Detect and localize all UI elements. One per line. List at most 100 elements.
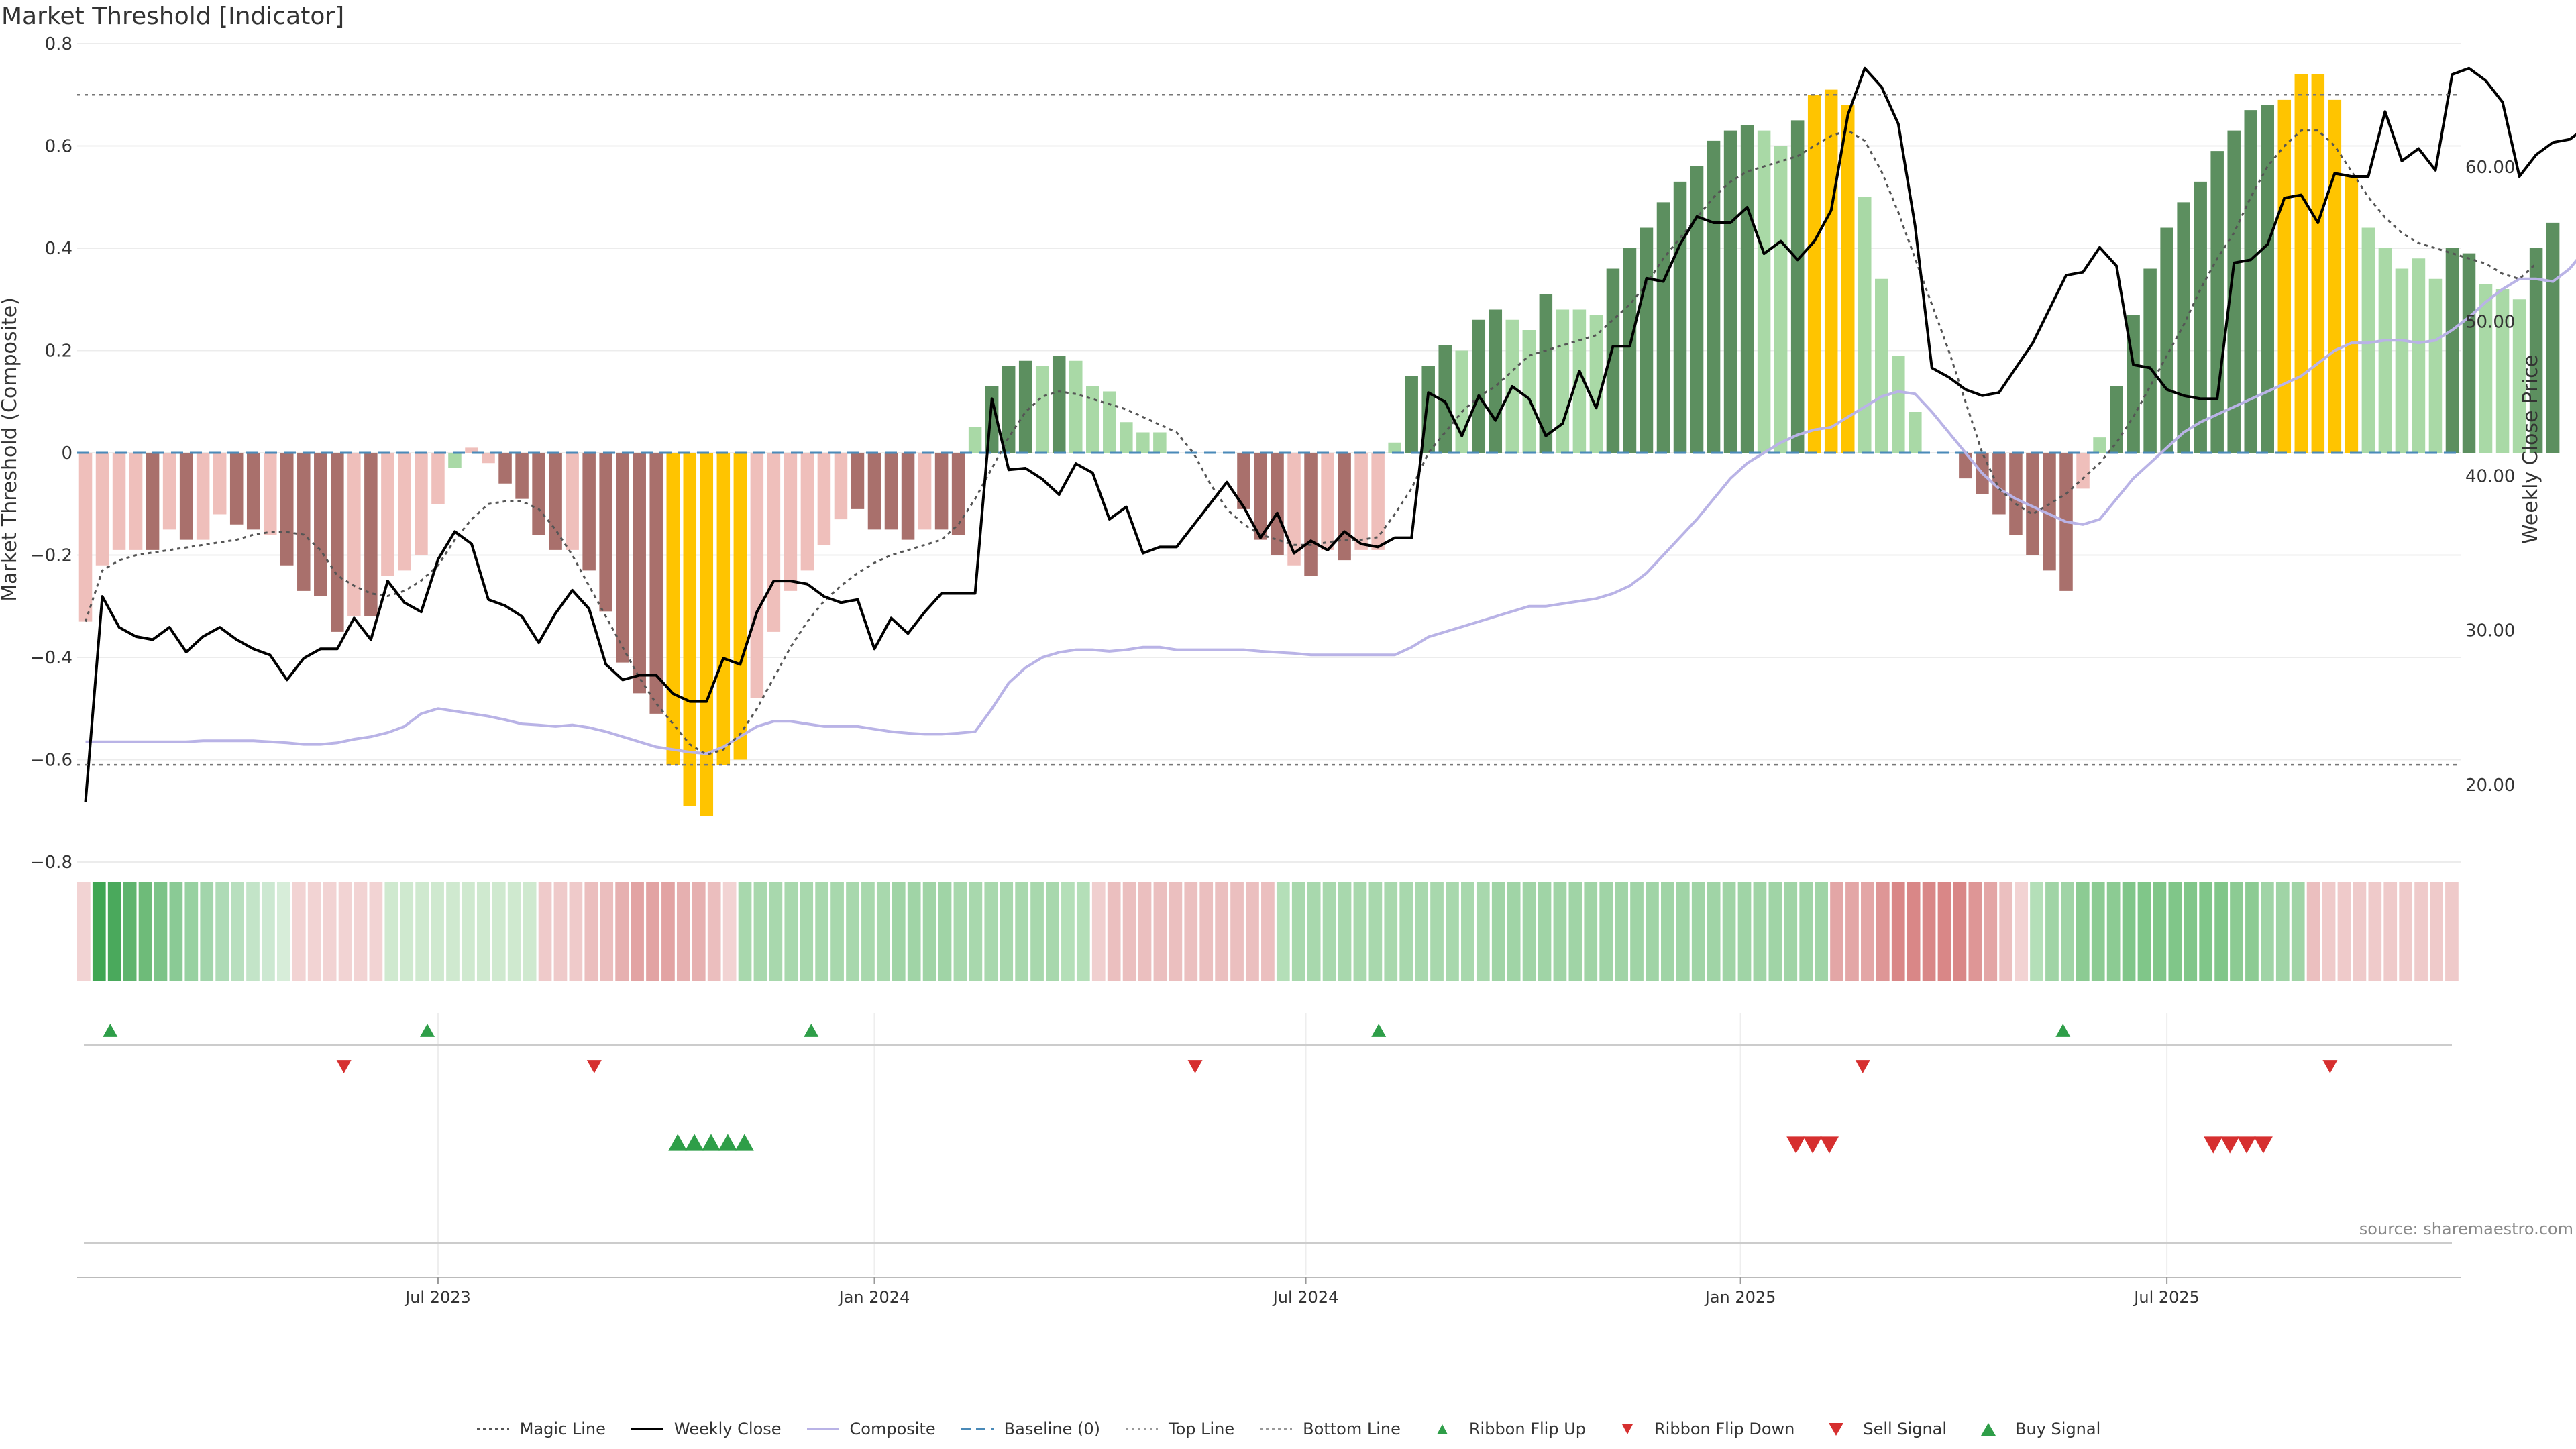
legend-label: Ribbon Flip Up	[1468, 1419, 1586, 1438]
composite-bar	[498, 453, 512, 484]
buy-signal-marker	[702, 1134, 721, 1151]
x-tick-label: Jan 2024	[838, 1288, 910, 1307]
ribbon-cell	[1307, 882, 1321, 981]
composite-bar	[364, 453, 378, 616]
y-tick-label-right: 30.00	[2465, 621, 2515, 641]
ribbon-cell	[2322, 882, 2336, 981]
composite-bar	[2412, 258, 2426, 453]
ribbon-cell	[1691, 882, 1705, 981]
composite-bar	[1556, 309, 1570, 453]
composite-bar	[951, 453, 965, 535]
solid-line-icon	[631, 1428, 663, 1430]
composite-bar	[1623, 248, 1637, 453]
buy-signal-marker	[685, 1134, 704, 1151]
ribbon-cell	[1861, 882, 1874, 981]
composite-bar	[1740, 125, 1754, 453]
composite-bar	[1656, 202, 1670, 453]
ribbon-cell	[1107, 882, 1121, 981]
ribbon-cell	[2368, 882, 2382, 981]
y-tick-label-left: −0.4	[30, 648, 72, 668]
y-tick-label-left: −0.2	[30, 546, 72, 566]
composite-bar	[2345, 176, 2359, 453]
ribbon-cell	[2399, 882, 2413, 981]
composite-bar	[2110, 386, 2123, 453]
ribbon-cell	[1953, 882, 1967, 981]
composite-bar	[1959, 453, 1972, 479]
composite-line	[85, 258, 2576, 755]
ribbon-cell	[2430, 882, 2443, 981]
ribbon-flip-down-marker	[1187, 1060, 1203, 1073]
ribbon-cell	[523, 882, 537, 981]
composite-bar	[146, 453, 160, 550]
ribbon-cell	[1399, 882, 1413, 981]
composite-bar	[78, 453, 93, 622]
ribbon-cell	[800, 882, 814, 981]
composite-bar	[2076, 453, 2090, 489]
ribbon-cell	[2015, 882, 2028, 981]
y-tick-label-left: 0.4	[45, 239, 72, 259]
composite-bar	[1707, 140, 1721, 453]
composite-bar	[884, 453, 898, 530]
composite-bar	[1673, 181, 1687, 453]
composite-bar	[2445, 248, 2459, 453]
sell-signal-marker	[1803, 1136, 1823, 1154]
legend-item: Magic Line	[476, 1419, 606, 1438]
legend-label: Top Line	[1169, 1419, 1235, 1438]
ribbon-cell	[1522, 882, 1536, 981]
composite-bar	[834, 453, 848, 520]
ribbon-cell	[2383, 882, 2398, 981]
ribbon-cell	[2184, 882, 2198, 981]
ribbon-cell	[2045, 882, 2059, 981]
composite-bar	[934, 453, 949, 530]
composite-bar	[1018, 360, 1032, 453]
ribbon-cell	[1061, 882, 1075, 981]
composite-bar	[1690, 166, 1704, 453]
ribbon-cell	[1707, 882, 1721, 981]
y-tick-label-right: 50.00	[2465, 312, 2515, 332]
composite-bar	[331, 453, 344, 632]
ribbon-cell	[922, 882, 936, 981]
composite-bar	[448, 453, 462, 468]
legend-item: Baseline (0)	[960, 1419, 1100, 1438]
ribbon-cell	[1446, 882, 1459, 981]
ribbon-cell	[815, 882, 828, 981]
ribbon-cell	[431, 882, 444, 981]
composite-bar	[666, 453, 680, 765]
ribbon-cell	[1737, 882, 1752, 981]
composite-bar	[482, 453, 495, 464]
ribbon-cell	[1768, 882, 1782, 981]
ribbon-cell	[1491, 882, 1505, 981]
composite-bar	[129, 453, 143, 550]
composite-bar	[1892, 356, 1905, 453]
composite-bar	[2026, 453, 2039, 555]
ribbon-cell	[307, 882, 321, 981]
ribbon-cell	[1891, 882, 1905, 981]
composite-bar	[1539, 294, 1553, 453]
ribbon-cell	[1169, 882, 1183, 981]
composite-bar	[2093, 437, 2106, 453]
ribbon-flip-down-marker	[2322, 1060, 2338, 1073]
ribbon-cell	[2199, 882, 2213, 981]
composite-bar	[1589, 315, 1603, 453]
composite-bar	[347, 453, 361, 616]
grid-layer	[77, 43, 2461, 1275]
y-axis-label-left: Market Threshold (Composite)	[0, 297, 21, 602]
ribbon-cell	[1922, 882, 1936, 981]
legend-item: Ribbon Flip Up	[1425, 1419, 1586, 1438]
composite-bar	[2529, 248, 2543, 453]
composite-bar	[1321, 453, 1334, 550]
ribbon-cell	[123, 882, 137, 981]
legend-label: Magic Line	[519, 1419, 606, 1438]
green-triangle-up-large-icon	[1981, 1423, 1996, 1436]
composite-bar	[2395, 268, 2409, 453]
y-tick-label-left: 0	[61, 443, 72, 464]
composite-bar	[2512, 299, 2526, 453]
composite-bar	[229, 453, 244, 525]
ribbon-cell	[2214, 882, 2228, 981]
ribbon-cell	[2030, 882, 2043, 981]
ribbon-cell	[77, 882, 91, 981]
composite-bar	[1858, 197, 1872, 453]
source-credit: source: sharemaestro.com	[2359, 1220, 2573, 1238]
ribbon-cell	[2414, 882, 2428, 981]
ribbon-cell	[415, 882, 429, 981]
